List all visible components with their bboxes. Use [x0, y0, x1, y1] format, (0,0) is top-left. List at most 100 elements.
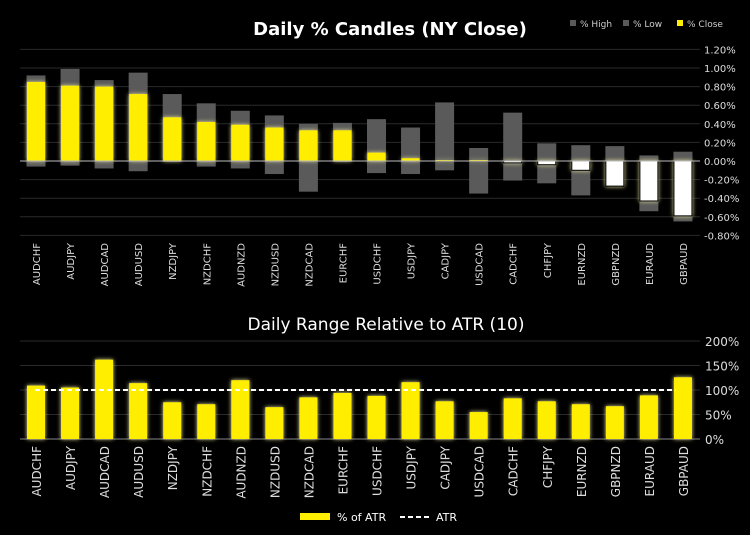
- atr-bar-nzdjpy: [163, 402, 182, 439]
- y-tick-label: 0.20%: [704, 138, 736, 149]
- close-bar-nzdjpy: [163, 117, 182, 161]
- close-bar-nzdchf: [197, 121, 216, 161]
- atr-legend: % of ATR ATR: [300, 511, 457, 524]
- atr-bar-usdchf: [367, 395, 386, 439]
- legend-low-label: % Low: [633, 20, 662, 30]
- atr-bar-cadchf: [503, 398, 522, 439]
- candles-title: Daily % Candles (NY Close): [253, 19, 527, 40]
- y-tick-label: 0%: [705, 433, 724, 447]
- close-bar-gbpnzd: [605, 160, 625, 187]
- x-tick-label: GBPNZD: [609, 446, 623, 497]
- x-tick-label: AUDUSD: [134, 243, 145, 287]
- range-bar-usdchf: [367, 119, 386, 174]
- x-tick-label: CADJPY: [441, 242, 452, 279]
- x-tick-label: NZDCAD: [304, 243, 315, 287]
- legend-atr-pct-swatch: [300, 513, 330, 520]
- legend-high-label: % High: [580, 20, 612, 30]
- close-bar-audcad: [95, 86, 114, 161]
- atr-bar-audjpy: [61, 387, 80, 439]
- y-tick-label: 0.40%: [704, 120, 736, 131]
- legend-high-swatch: [570, 20, 576, 26]
- atr-bar-gbpaud: [673, 377, 692, 439]
- y-tick-label: 100%: [705, 384, 739, 398]
- legend-atr-pct-label: % of ATR: [337, 511, 386, 524]
- atr-bar-nzdusd: [265, 407, 284, 439]
- x-tick-label: USDCAD: [475, 243, 486, 286]
- y-tick-label: 1.00%: [704, 64, 736, 75]
- atr-bar-eurnzd: [571, 404, 590, 439]
- atr-bar-eurchf: [333, 392, 352, 439]
- x-tick-label: CADCHF: [507, 446, 521, 496]
- x-tick-label: AUDJPY: [64, 445, 78, 490]
- x-tick-label: EURNZD: [575, 446, 589, 497]
- atr-title: Daily Range Relative to ATR (10): [248, 315, 525, 335]
- x-tick-label: EURAUD: [643, 446, 657, 496]
- legend-low-swatch: [623, 20, 629, 26]
- y-tick-label: 50%: [705, 409, 732, 423]
- y-tick-label: -0.80%: [704, 231, 739, 242]
- candles-legend: % High % Low % Close: [570, 20, 723, 30]
- y-tick-label: 150%: [705, 360, 739, 374]
- y-tick-label: 1.20%: [704, 45, 736, 56]
- x-tick-label: CADJPY: [439, 445, 453, 489]
- close-bar-eurchf: [333, 130, 352, 161]
- atr-bar-usdjpy: [401, 382, 420, 439]
- close-bar-eurnzd: [571, 160, 591, 171]
- legend-atr-line-label: ATR: [436, 511, 457, 524]
- atr-bar-nzdcad: [299, 397, 318, 439]
- x-tick-label: NZDCHF: [200, 446, 214, 497]
- close-bar-audjpy: [61, 85, 80, 161]
- close-bar-audnzd: [231, 124, 250, 161]
- x-tick-label: USDJPY: [407, 242, 418, 279]
- x-tick-label: AUDCHF: [30, 446, 44, 497]
- x-tick-label: NZDUSD: [270, 243, 281, 287]
- y-tick-label: -0.40%: [704, 194, 739, 205]
- close-bar-audusd: [129, 94, 148, 161]
- close-bar-nzdusd: [265, 127, 284, 161]
- x-tick-label: GBPNZD: [611, 243, 622, 286]
- atr-bar-usdcad: [469, 412, 488, 439]
- close-bar-nzdcad: [299, 130, 318, 161]
- x-tick-label: CHFJPY: [543, 242, 554, 278]
- close-bar-audchf: [27, 81, 45, 161]
- x-tick-label: EURAUD: [645, 243, 656, 285]
- atr-bar-audnzd: [231, 380, 250, 439]
- atr-bar-audchf: [27, 385, 45, 439]
- atr-bar-gbpnzd: [605, 406, 624, 439]
- range-bar-usdcad: [469, 147, 489, 194]
- close-bar-usdchf: [367, 152, 386, 161]
- x-tick-label: AUDNZD: [234, 446, 248, 499]
- y-tick-label: 0.00%: [704, 157, 736, 168]
- close-bar-gbpaud: [673, 160, 693, 217]
- y-tick-label: -0.60%: [704, 213, 739, 224]
- x-tick-label: GBPAUD: [679, 243, 690, 285]
- x-tick-label: USDCAD: [473, 446, 487, 497]
- atr-bar-audcad: [95, 359, 114, 439]
- y-tick-label: 200%: [705, 335, 739, 349]
- x-tick-label: NZDCHF: [202, 243, 213, 286]
- x-tick-label: EURNZD: [577, 243, 588, 286]
- x-tick-label: AUDCAD: [98, 446, 112, 498]
- x-tick-label: NZDUSD: [268, 446, 282, 498]
- x-tick-label: AUDJPY: [66, 242, 77, 280]
- atr-bar-cadjpy: [435, 401, 454, 439]
- x-tick-label: USDCHF: [371, 446, 385, 496]
- legend-close-label: % Close: [687, 20, 723, 30]
- y-tick-label: -0.20%: [704, 176, 739, 187]
- x-tick-label: GBPAUD: [677, 446, 691, 496]
- x-tick-label: USDJPY: [405, 445, 419, 489]
- x-tick-label: AUDCHF: [32, 243, 43, 285]
- x-tick-label: AUDNZD: [236, 243, 247, 287]
- range-bar-cadjpy: [435, 102, 455, 171]
- y-tick-label: 0.60%: [704, 101, 736, 112]
- atr-bar-audusd: [129, 383, 148, 439]
- close-bar-euraud: [639, 160, 659, 202]
- x-tick-label: CHFJPY: [541, 445, 555, 488]
- x-tick-label: USDCHF: [373, 243, 384, 285]
- x-tick-label: CADCHF: [509, 243, 520, 285]
- close-bar-usdjpy: [401, 158, 420, 161]
- close-bar-chfjpy: [537, 160, 557, 166]
- y-tick-label: 0.80%: [704, 83, 736, 94]
- x-tick-label: AUDCAD: [100, 243, 111, 287]
